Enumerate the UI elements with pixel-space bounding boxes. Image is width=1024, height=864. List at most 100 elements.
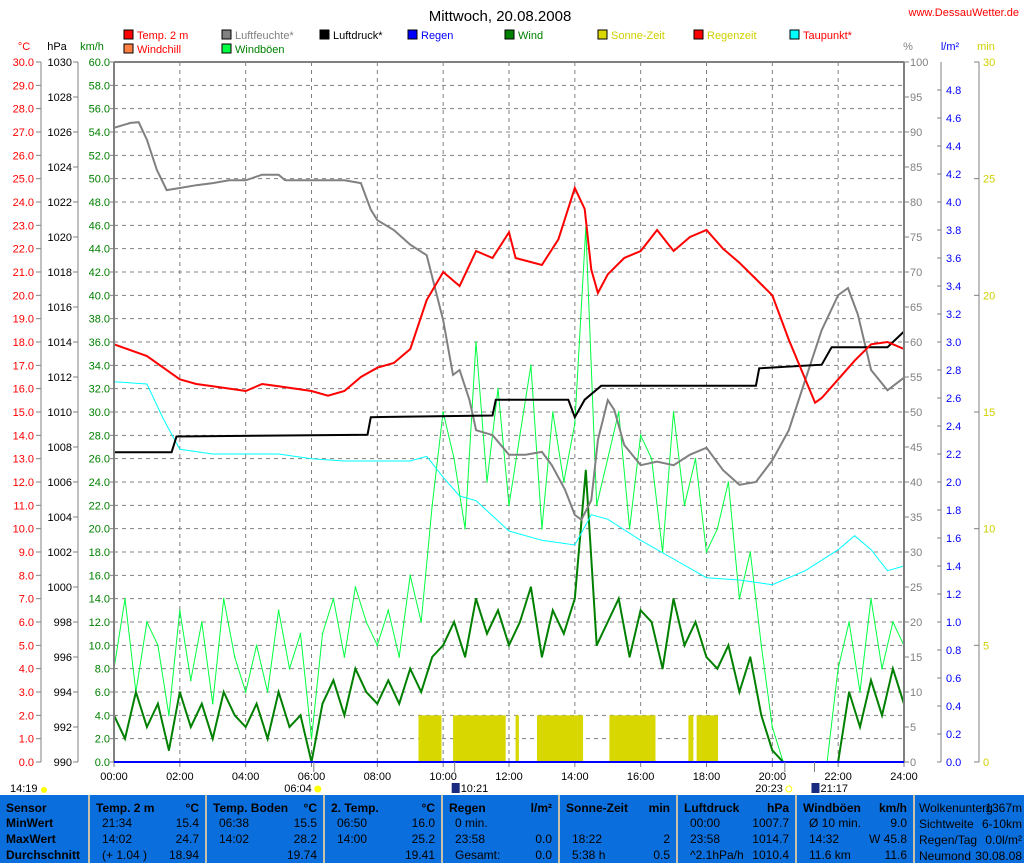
gust-point [683,504,686,507]
chart-marks [113,61,905,763]
pressure-tick-label: 1000 [48,582,72,594]
pressure-unit-label: hPa [47,41,67,53]
column-header: Regen [449,801,486,815]
gust-point [464,527,466,530]
wind-point [727,644,730,647]
humidity-unit-label: % [903,41,913,53]
wind-tick-label: 60.0 [89,57,110,69]
wind-point [266,737,269,740]
pressure-tick-label: 1026 [48,127,72,139]
wind-point [584,469,587,472]
temp-tick-label: 24.0 [13,197,34,209]
humidity-series-line [113,121,905,522]
table-column-sonne-zeit: Sonne-Zeit min 18:22 2 5:38 h 0.5 [558,795,676,863]
wind-tick-label: 56.0 [89,104,110,116]
pressure-tick-label: 1018 [48,267,72,279]
cell-label: 23:58 [690,832,721,846]
wind-point [211,737,214,740]
wind-point [848,691,850,693]
wind-tick-label: 4.0 [95,710,110,722]
wind-point [277,691,280,693]
rain-tick-label: 0.4 [946,701,961,713]
gust-point [705,551,708,553]
wind-point [222,691,225,693]
cell-label: 06:38 [219,816,250,830]
humidity-tick-label: 65 [910,302,922,314]
cell-label: 23:58 [455,832,486,846]
sun-tick-label: 10 [983,524,995,536]
temp-tick-label: 16.0 [13,384,34,396]
time-tick-label: 14:00 [561,771,589,783]
wind-point [124,737,126,740]
legend-swatch [221,29,232,40]
wind-point [376,702,379,705]
column-unit: °C [421,801,435,815]
pressure-tick-label: 1014 [48,337,72,349]
wind-point [354,667,357,670]
wind-point [189,726,192,728]
wind-tick-label: 8.0 [95,664,110,676]
humidity-tick-label: 15 [910,652,922,664]
wind-point [650,621,653,623]
gust-point [299,632,302,635]
gust-point [727,481,730,483]
gust-point [475,341,477,343]
extra-info-column: Wolkenunterg 1367m Sichtweite 6-10km Regen/T… [913,795,1024,863]
cell-label: 11.6 km [809,848,851,862]
rain-tick-label: 2.4 [946,421,961,433]
gust-point [168,714,170,717]
cell-value: 1007.7 [752,816,789,830]
pressure-tick-label: 1022 [48,197,72,209]
legend-label: Windchill [137,44,181,56]
rain-tick-label: 4.2 [946,169,961,181]
humidity-tick-label: 75 [910,232,922,244]
astro-time-label: 14:19 [10,783,38,795]
wind-point [760,714,763,717]
pressure-tick-label: 992 [54,722,72,734]
gust-point [365,621,368,623]
cell-value: 15.5 [293,816,317,830]
column-header: Windböen [803,801,861,815]
website-link[interactable]: www.DessauWetter.de [908,7,1019,19]
sensor-label-column: Sensor MinWert MaxWert Durchschnitt [0,795,88,863]
gust-point [222,597,225,600]
legend-swatch [597,29,608,40]
temp-tick-label: 29.0 [13,80,34,92]
sun-tick-label: 0 [983,757,989,769]
gust-point [398,656,401,658]
wind-unit-label: km/h [80,41,104,53]
legend: Temp. 2 m Luftfeuchte* Luftdruck* Regen Wind… [123,29,853,56]
gust-point [266,691,269,693]
rain-tick-label: 3.8 [946,225,961,237]
gust-point [310,737,313,740]
wind-tick-label: 6.0 [95,687,110,699]
wind-point [628,656,631,658]
time-tick-label: 24:00 [890,771,918,783]
table-column-windb-en: Windböen km/h Ø 10 min. 9.0 14:32 W 45.8 11.6 … [795,795,913,863]
gust-point [321,632,324,635]
column-unit: hPa [766,801,789,815]
pressure-tick-label: 996 [54,652,72,664]
wind-tick-label: 22.0 [89,500,110,512]
cell-label: 00:00 [690,816,721,830]
gust-point [354,586,357,588]
temp-tick-label: 20.0 [13,290,34,302]
gust-point [749,551,752,553]
legend-label: Sonne-Zeit [611,30,665,42]
legend-label: Regen [421,30,453,42]
humidity-tick-label: 35 [910,512,922,524]
legend-label: Luftfeuchte* [235,30,294,42]
temp-tick-label: 25.0 [13,174,34,186]
time-tick-label: 04:00 [232,771,260,783]
wind-point [332,679,335,682]
pressure-tick-label: 1012 [48,372,72,384]
rain-tick-label: 1.2 [946,589,961,601]
row-label: MaxWert [6,832,56,846]
time-tick-label: 10:00 [429,771,457,783]
temp-tick-label: 10.0 [13,524,34,536]
sun-tick-label: 15 [983,407,995,419]
rain-tick-label: 1.4 [946,561,961,573]
rain-tick-label: 0.8 [946,645,961,657]
cell-value: 25.2 [411,832,435,846]
rain-tick-label: 4.4 [946,141,961,153]
